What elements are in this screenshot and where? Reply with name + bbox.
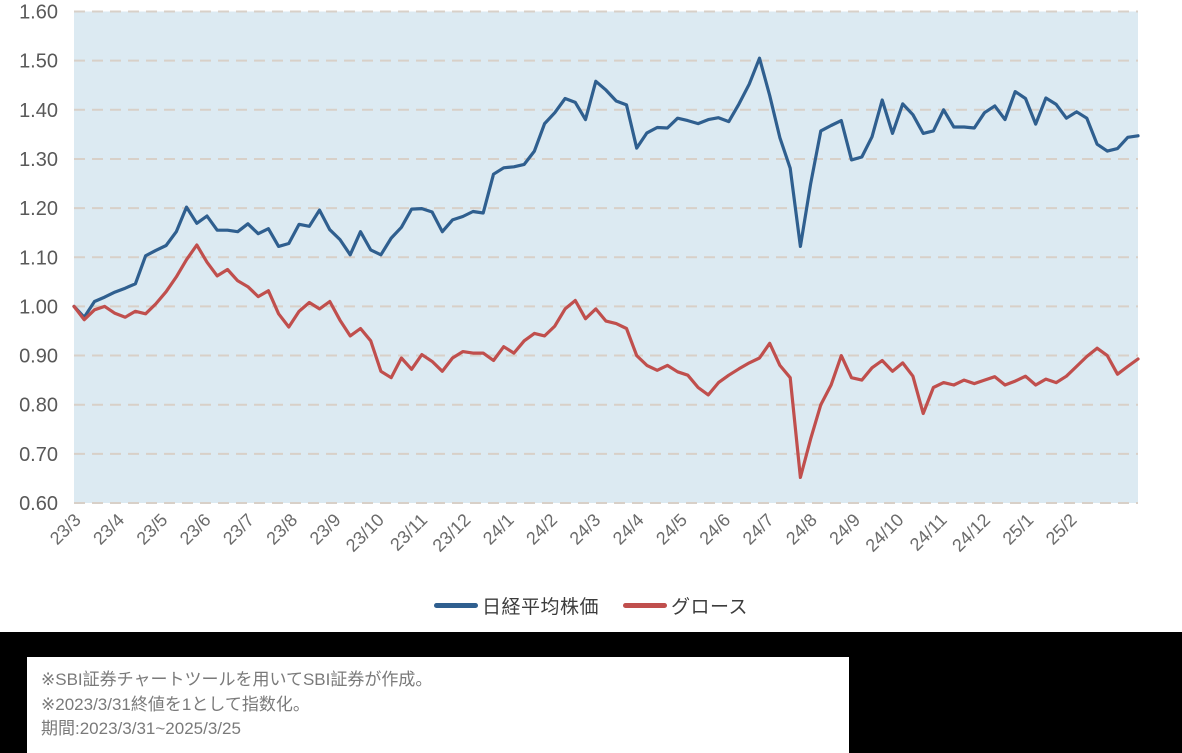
- x-axis-tick-label: 23/4: [89, 510, 128, 549]
- x-axis-tick-label: 23/8: [262, 510, 301, 549]
- x-axis-tick-label: 23/3: [46, 510, 85, 549]
- x-axis-tick-label: 24/2: [522, 510, 561, 549]
- y-axis-tick-label: 1.50: [19, 51, 58, 73]
- x-axis-tick-label: 23/11: [386, 510, 431, 555]
- x-axis-tick-label: 24/8: [782, 510, 821, 549]
- x-axis-tick-label: 24/11: [906, 510, 951, 555]
- x-axis-tick-label: 24/6: [695, 510, 734, 549]
- x-axis-tick-label: 23/6: [176, 510, 215, 549]
- y-axis-tick-label: 1.10: [19, 247, 58, 269]
- footnote-source: ※SBI証券チャートツールを用いてSBI証券が作成。: [41, 670, 433, 689]
- x-axis-tick-label: 24/4: [609, 510, 648, 549]
- footnote-normalization: ※2023/3/31終値を1として指数化。: [41, 694, 310, 714]
- y-axis-tick-label: 1.00: [19, 296, 58, 318]
- x-axis-tick-label: 25/2: [1042, 510, 1081, 549]
- footer-band: ※SBI証券チャートツールを用いてSBI証券が作成。 ※2023/3/31終値を…: [0, 632, 1182, 753]
- x-axis-tick-label: 23/5: [133, 510, 172, 549]
- y-axis-tick-label: 1.40: [19, 100, 58, 122]
- legend-item-nikkei: 日経平均株価: [433, 592, 599, 619]
- growth-line: [72, 243, 1140, 479]
- footnote-period: 期間:2023/3/31~2025/3/25: [41, 719, 241, 738]
- y-axis-tick-label: 0.70: [19, 444, 58, 466]
- x-axis-tick-label: 23/9: [306, 510, 345, 549]
- y-axis-tick-label: 1.20: [19, 198, 58, 220]
- y-axis-tick-label: 0.90: [19, 346, 58, 368]
- legend-label-growth: グロース: [670, 596, 749, 618]
- y-axis-tick-label: 0.60: [19, 493, 58, 515]
- x-axis-tick-label: 24/10: [862, 510, 908, 556]
- x-axis-tick-label: 25/1: [999, 510, 1038, 549]
- x-axis-tick-label: 24/7: [739, 510, 778, 549]
- legend-item-growth: グロース: [622, 592, 749, 619]
- nikkei-line: [72, 56, 1140, 319]
- nikkei-line-swatch: [433, 602, 478, 608]
- footnote-box: ※SBI証券チャートツールを用いてSBI証券が作成。 ※2023/3/31終値を…: [27, 657, 849, 753]
- x-axis-tick-label: 24/12: [948, 510, 994, 556]
- chart-legend: 日経平均株価 グロース: [0, 589, 1182, 621]
- x-axis-tick-label: 23/7: [219, 510, 258, 549]
- x-axis-tick-label: 24/3: [566, 510, 605, 549]
- x-axis-tick-label: 24/5: [652, 510, 691, 549]
- legend-label-nikkei: 日経平均株価: [481, 596, 599, 618]
- y-axis-tick-label: 1.30: [19, 149, 58, 171]
- growth-line-swatch: [622, 602, 667, 608]
- index-comparison-chart: 1.60 1.50 1.40 1.30 1.20 1.10 1.00 0.90 0.80 0.70…: [19, 2, 1140, 556]
- x-axis-tick-label: 24/1: [479, 510, 518, 549]
- x-axis-tick-label: 23/12: [429, 510, 475, 556]
- x-axis-tick-label: 23/10: [342, 510, 388, 556]
- y-axis-tick-label: 0.80: [19, 395, 58, 417]
- y-axis-tick-label: 1.60: [19, 2, 58, 24]
- x-axis-tick-label: 24/9: [825, 510, 864, 549]
